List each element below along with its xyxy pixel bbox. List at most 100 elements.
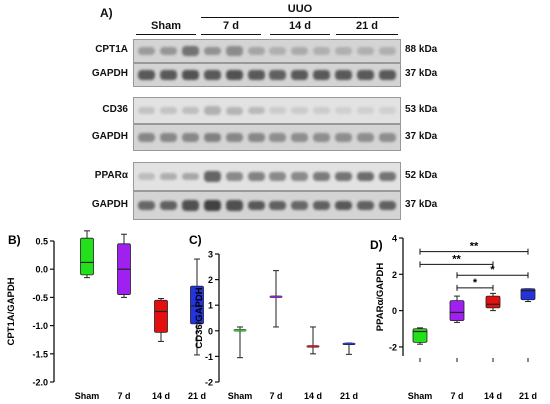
blot-band [203, 171, 221, 182]
blot-band [291, 47, 309, 55]
blot-band [313, 47, 331, 55]
blot-band [138, 46, 155, 56]
blot-band [159, 200, 177, 211]
blot-band [313, 69, 331, 81]
significance-label: * [490, 264, 495, 276]
blot-band [335, 107, 353, 114]
blot-band [181, 106, 199, 115]
blot-band [138, 106, 155, 115]
x-tick-label: 14 d [152, 391, 170, 401]
x-tick-label: 14 d [304, 391, 322, 401]
blot-band [247, 172, 265, 181]
group-label-21d: 21 d [355, 20, 378, 32]
group-21d-line [336, 34, 398, 35]
y-tick-label: 2 [208, 275, 213, 285]
x-tick-label: 7 d [450, 391, 463, 401]
y-tick-label: 1 [208, 301, 213, 311]
blot-band [247, 47, 265, 55]
blot-band [335, 200, 353, 211]
blot-kda-1: 37 kDa [405, 68, 438, 79]
blot-band [269, 133, 287, 142]
significance-label: * [473, 277, 478, 289]
y-tick-label: 0 [392, 306, 397, 316]
blot-strip-0 [133, 39, 401, 63]
y-tick-label: 0.0 [35, 265, 48, 275]
blot-band [203, 200, 221, 211]
blot-band [291, 200, 309, 211]
panel-label: C) [189, 233, 202, 247]
blot-band [335, 171, 353, 182]
blot-band [225, 69, 243, 81]
blot-band [291, 172, 309, 181]
box [520, 288, 536, 301]
blot-band [225, 200, 243, 211]
blot-label-0: CPT1A [95, 44, 128, 55]
blot-band [269, 107, 287, 114]
y-tick-label: 2 [392, 270, 397, 280]
y-tick-label: -2 [205, 378, 213, 388]
y-tick-label: -1.0 [32, 321, 48, 331]
x-tick-label: Sham [228, 391, 253, 401]
blot-band [181, 69, 199, 81]
blot-band [378, 107, 396, 114]
y-axis-label: PPARα/GAPDH [375, 263, 386, 332]
y-tick-label: -1 [205, 352, 213, 362]
uuo-bracket-line [201, 17, 399, 18]
blot-kda-0: 88 kDa [405, 44, 438, 55]
blot-band [203, 106, 221, 115]
x-tick-label: 14 d [484, 391, 502, 401]
x-tick-label: 21 d [340, 391, 358, 401]
blot-band [181, 133, 199, 142]
x-tick-label: Sham [75, 391, 100, 401]
blot-band [313, 200, 331, 211]
group-label-14d: 14 d [288, 20, 311, 32]
box [190, 285, 204, 325]
blot-band [225, 172, 243, 181]
significance-label: ** [470, 241, 479, 253]
box [449, 300, 465, 321]
blot-band [378, 171, 396, 182]
blot-band [378, 47, 396, 55]
blot-strip-4 [133, 162, 401, 191]
panel-label: B) [8, 233, 21, 247]
blot-band [335, 47, 353, 55]
y-tick-label: 0.5 [35, 237, 48, 247]
blot-band [203, 133, 221, 142]
blot-band [138, 133, 155, 142]
blot-band [247, 200, 265, 211]
blot-band [159, 133, 177, 142]
x-tick-label: 7 d [117, 391, 130, 401]
x-tick-label: 21 d [188, 391, 206, 401]
blot-label-3: GAPDH [91, 130, 128, 142]
y-tick-label: -0.5 [32, 293, 48, 303]
group-label-7d: 7 d [223, 20, 239, 32]
blot-band [247, 69, 265, 81]
blot-band [378, 69, 396, 81]
blot-band [203, 69, 221, 81]
blot-kda-3: 37 kDa [405, 130, 438, 142]
y-tick-label: -2 [389, 342, 397, 352]
blot-strip-1 [133, 63, 401, 87]
blot-band [335, 69, 353, 81]
blot-label-1: GAPDH [91, 68, 128, 79]
blot-kda-4: 52 kDa [405, 169, 438, 181]
box [154, 299, 168, 333]
blot-band [269, 200, 287, 211]
blot-band [159, 69, 177, 81]
blot-band [225, 106, 243, 115]
blot-label-2: CD36 [102, 103, 128, 115]
x-tick-label: Sham [408, 391, 433, 401]
blot-band [313, 171, 331, 182]
box [80, 237, 94, 276]
blot-band [159, 46, 177, 56]
blot-band [269, 70, 287, 80]
blot-band [181, 200, 199, 211]
blot-band [138, 173, 155, 180]
blot-band [181, 45, 199, 57]
uuo-group-label: UUO [287, 3, 313, 15]
y-axis-label: CD36/GAPDH [194, 287, 205, 348]
blot-band [269, 172, 287, 181]
blot-band [335, 133, 353, 142]
blot-band [357, 47, 375, 55]
blot-band [378, 133, 396, 142]
